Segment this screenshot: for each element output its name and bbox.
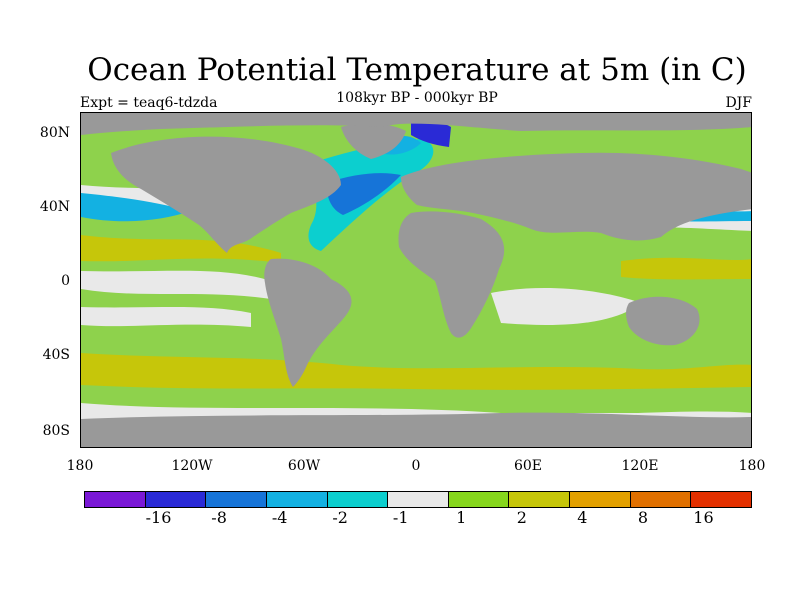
lat-label-80s: 80S (42, 423, 70, 439)
colorbar-segment (145, 492, 207, 507)
colorbar-tick-label: 4 (577, 508, 588, 527)
nordic-seas-cooling (411, 120, 451, 147)
lon-label-180-east: 180 (738, 458, 766, 474)
north-pacific-cool-patch (81, 193, 191, 222)
colorbar-tick-label: 8 (637, 508, 648, 527)
eurasia-landmass (401, 152, 751, 241)
south-pacific-white-band (81, 307, 251, 327)
west-pacific-warm-band (621, 257, 751, 280)
colorbar-segment (85, 492, 146, 507)
colorbar (84, 491, 752, 508)
lat-label-80n: 80N (39, 125, 70, 141)
experiment-label: Expt = teaq6-tdzda (80, 95, 218, 111)
colorbar-segment (630, 492, 692, 507)
lon-label-180-west: 180 (66, 458, 94, 474)
colorbar-tick-label: 16 (693, 508, 714, 527)
north-america-landmass (111, 136, 341, 253)
pacific-warm-band (81, 235, 281, 263)
lat-label-40n: 40N (39, 199, 70, 215)
lon-label-60e: 60E (513, 458, 543, 474)
colorbar-tick-label: -16 (145, 508, 172, 527)
season-label: DJF (725, 95, 752, 111)
colorbar-segment (206, 492, 267, 507)
world-temperature-map (80, 112, 752, 448)
australia-landmass (626, 296, 700, 346)
colorbar-tick-label: -4 (271, 508, 288, 527)
tropical-pacific-white-band (81, 270, 271, 299)
colorbar-segment (691, 492, 752, 507)
colorbar-segment (570, 492, 631, 507)
lat-label-40s: 40S (42, 347, 70, 363)
colorbar-segment (388, 492, 449, 507)
africa-landmass (398, 211, 505, 338)
colorbar-segment (448, 492, 510, 507)
south-america-landmass (264, 258, 352, 387)
colorbar-tick-label: -8 (211, 508, 227, 527)
colorbar-segment (266, 492, 328, 507)
colorbar-tick-label: -2 (332, 508, 348, 527)
lon-label-120w: 120W (171, 458, 213, 474)
lon-label-120e: 120E (621, 458, 659, 474)
colorbar-tick-label: -1 (392, 508, 409, 527)
antarctica-landmass (81, 412, 751, 447)
colorbar-segment (327, 492, 389, 507)
colorbar-tick-label: 2 (516, 508, 527, 527)
map-title: Ocean Potential Temperature at 5m (in C) (87, 52, 747, 88)
arctic-landmass (81, 113, 751, 135)
period-subtitle: 108kyr BP - 000kyr BP (336, 90, 498, 106)
lon-label-60w: 60W (287, 458, 321, 474)
lat-label-equator: 0 (61, 273, 70, 289)
north-atlantic-strong-cooling (326, 173, 401, 215)
colorbar-segment (509, 492, 571, 507)
colorbar-tick-label: 1 (456, 508, 467, 527)
map-canvas (81, 113, 751, 447)
southern-warming-band (81, 353, 751, 390)
greenland-landmass (341, 123, 406, 159)
indian-ocean-white-field (491, 288, 641, 325)
lon-label-0: 0 (411, 458, 421, 474)
